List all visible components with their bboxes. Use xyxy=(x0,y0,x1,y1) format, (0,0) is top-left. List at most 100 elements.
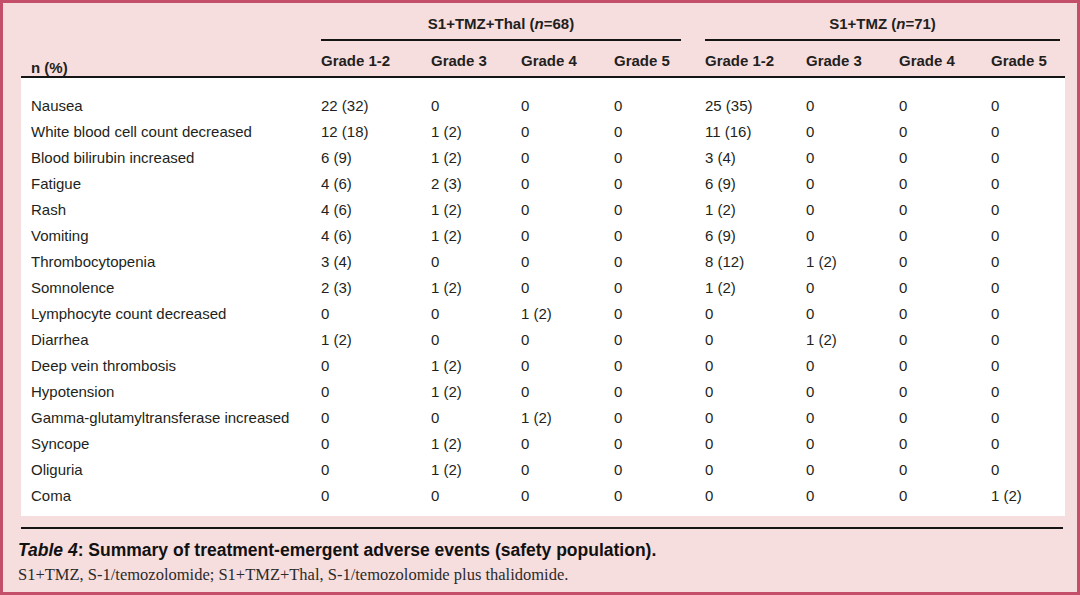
cell-value: 25 (35) xyxy=(705,77,806,118)
cell-value: 0 xyxy=(899,430,991,456)
cell-value: 0 xyxy=(614,300,705,326)
cell-value: 0 xyxy=(991,456,1065,482)
cell-value: 6 (9) xyxy=(321,144,431,170)
column-header-grade: Grade 4 xyxy=(521,41,614,77)
cell-value: 0 xyxy=(705,378,806,404)
row-label: Oliguria xyxy=(21,456,321,482)
cell-value: 0 xyxy=(899,118,991,144)
cell-value: 0 xyxy=(521,118,614,144)
bottom-rule xyxy=(21,527,1063,529)
row-label: Hypotension xyxy=(21,378,321,404)
cell-value: 0 xyxy=(806,456,899,482)
cell-value: 0 xyxy=(991,274,1065,300)
caption-text: : Summary of treatment-emergent adverse … xyxy=(78,540,657,560)
cell-value: 0 xyxy=(899,404,991,430)
cell-value: 0 xyxy=(431,404,521,430)
cell-value: 1 (2) xyxy=(321,326,431,352)
cell-value: 0 xyxy=(899,352,991,378)
cell-value: 0 xyxy=(705,456,806,482)
cell-value: 0 xyxy=(991,118,1065,144)
cell-value: 1 (2) xyxy=(806,326,899,352)
cell-value: 0 xyxy=(991,404,1065,430)
cell-value: 0 xyxy=(614,196,705,222)
table-row: Coma00000001 (2) xyxy=(21,482,1065,516)
adverse-events-table: n (%) S1+TMZ+Thal (n=68) S1+TMZ (n=71) G… xyxy=(21,3,1065,516)
cell-value: 0 xyxy=(521,326,614,352)
column-header-grade: Grade 3 xyxy=(431,41,521,77)
group-header-s1-tmz-thal: S1+TMZ+Thal (n=68) xyxy=(321,3,705,41)
cell-value: 0 xyxy=(431,248,521,274)
paper-table-figure: n (%) S1+TMZ+Thal (n=68) S1+TMZ (n=71) G… xyxy=(0,0,1080,595)
table-row: Thrombocytopenia3 (4)0008 (12)1 (2)00 xyxy=(21,248,1065,274)
cell-value: 1 (2) xyxy=(521,300,614,326)
cell-value: 0 xyxy=(806,352,899,378)
column-header-grade: Grade 5 xyxy=(614,41,705,77)
row-label: Thrombocytopenia xyxy=(21,248,321,274)
cell-value: 4 (6) xyxy=(321,170,431,196)
cell-value: 3 (4) xyxy=(321,248,431,274)
group-header-s1-tmz: S1+TMZ (n=71) xyxy=(705,3,1065,41)
cell-value: 0 xyxy=(806,404,899,430)
cell-value: 22 (32) xyxy=(321,77,431,118)
corner-label: n (%) xyxy=(21,3,321,77)
row-label: Syncope xyxy=(21,430,321,456)
cell-value: 2 (3) xyxy=(431,170,521,196)
cell-value: 1 (2) xyxy=(806,248,899,274)
column-header-grade: Grade 5 xyxy=(991,41,1065,77)
cell-value: 0 xyxy=(521,196,614,222)
column-header-grade: Grade 4 xyxy=(899,41,991,77)
cell-value: 0 xyxy=(806,482,899,516)
cell-value: 1 (2) xyxy=(705,274,806,300)
cell-value: 0 xyxy=(806,196,899,222)
cell-value: 1 (2) xyxy=(991,482,1065,516)
cell-value: 4 (6) xyxy=(321,222,431,248)
row-label: White blood cell count decreased xyxy=(21,118,321,144)
cell-value: 4 (6) xyxy=(321,196,431,222)
cell-value: 0 xyxy=(521,144,614,170)
table-row: Diarrhea1 (2)00001 (2)00 xyxy=(21,326,1065,352)
cell-value: 0 xyxy=(321,300,431,326)
cell-value: 0 xyxy=(899,77,991,118)
cell-value: 0 xyxy=(431,326,521,352)
cell-value: 1 (2) xyxy=(705,196,806,222)
cell-value: 1 (2) xyxy=(431,144,521,170)
cell-value: 0 xyxy=(899,300,991,326)
table-row: Nausea22 (32)00025 (35)000 xyxy=(21,77,1065,118)
cell-value: 0 xyxy=(991,430,1065,456)
cell-value: 0 xyxy=(705,482,806,516)
row-label: Blood bilirubin increased xyxy=(21,144,321,170)
cell-value: 0 xyxy=(991,144,1065,170)
table-row: Somnolence2 (3)1 (2)001 (2)000 xyxy=(21,274,1065,300)
cell-value: 0 xyxy=(806,378,899,404)
cell-value: 12 (18) xyxy=(321,118,431,144)
cell-value: 0 xyxy=(806,118,899,144)
cell-value: 0 xyxy=(991,222,1065,248)
cell-value: 1 (2) xyxy=(431,430,521,456)
cell-value: 0 xyxy=(521,170,614,196)
cell-value: 0 xyxy=(614,404,705,430)
group-header-s1-tmz-text: S1+TMZ (n=71) xyxy=(705,15,1060,41)
row-label: Deep vein thrombosis xyxy=(21,352,321,378)
cell-value: 0 xyxy=(899,274,991,300)
table-header: n (%) S1+TMZ+Thal (n=68) S1+TMZ (n=71) G… xyxy=(21,3,1065,77)
row-label: Diarrhea xyxy=(21,326,321,352)
cell-value: 0 xyxy=(991,300,1065,326)
cell-value: 11 (16) xyxy=(705,118,806,144)
cell-value: 0 xyxy=(899,326,991,352)
cell-value: 0 xyxy=(521,222,614,248)
cell-value: 0 xyxy=(899,482,991,516)
group-header-row: n (%) S1+TMZ+Thal (n=68) S1+TMZ (n=71) xyxy=(21,3,1065,41)
cell-value: 0 xyxy=(431,482,521,516)
cell-value: 3 (4) xyxy=(705,144,806,170)
cell-value: 0 xyxy=(899,248,991,274)
cell-value: 0 xyxy=(614,378,705,404)
cell-value: 0 xyxy=(991,352,1065,378)
table-row: Syncope01 (2)000000 xyxy=(21,430,1065,456)
cell-value: 0 xyxy=(321,378,431,404)
cell-value: 8 (12) xyxy=(705,248,806,274)
cell-value: 0 xyxy=(614,326,705,352)
cell-value: 0 xyxy=(321,430,431,456)
cell-value: 0 xyxy=(614,248,705,274)
cell-value: 0 xyxy=(991,77,1065,118)
table-row: Lymphocyte count decreased001 (2)00000 xyxy=(21,300,1065,326)
